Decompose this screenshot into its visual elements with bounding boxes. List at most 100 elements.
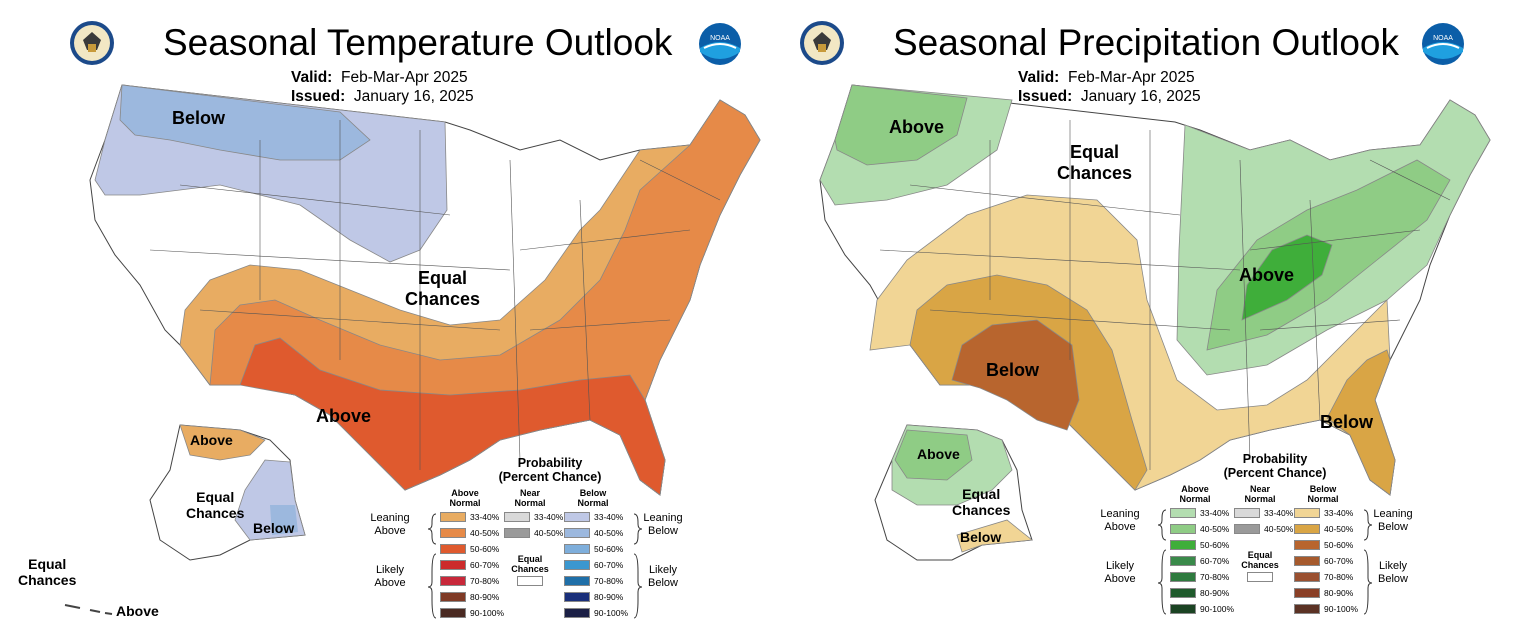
legend-col-line: Normal [1307,494,1339,504]
legend-below-swatch [564,592,590,602]
legend-above-swatch [1170,604,1196,614]
legend-above-label: 80-90% [1200,588,1230,598]
legend-col-line: Normal [449,498,481,508]
legend-col-line: Near [1249,484,1270,494]
legend-col-line: Below [1309,484,1337,494]
legend-heading-line: Probability [517,456,583,470]
legend-side-line: Below [648,525,678,537]
legend-side-line: Likely [1378,560,1408,572]
legend-near-swatch [1234,508,1260,518]
legend-side-line: Likely [648,564,678,576]
alaska-label-below: Below [253,520,295,536]
region-label-above-ohio: Above [1239,265,1295,285]
legend-heading-line: Probability [1242,452,1308,466]
legend-below-label: 80-90% [1324,588,1354,598]
above-ohio-50-zone [1241,234,1333,321]
legend-above-swatch [440,576,466,586]
legend-side-line: Equal [1247,550,1273,560]
legend-above-swatch [440,544,466,554]
below-50-zone [951,319,1080,431]
legend-col-near: Near Normal [505,488,555,508]
legend-below-label: 70-80% [1324,572,1354,582]
legend-below-label: 50-60% [594,544,624,554]
legend-side-line: Leaning [370,512,410,524]
legend-near-swatch [504,512,530,522]
legend-above-label: 90-100% [470,608,505,618]
legend-below-label: 40-50% [594,528,624,538]
legend-side-line: Leaning [643,512,683,524]
legend-above-label: 50-60% [470,544,500,554]
legend-col-near: Near Normal [1235,484,1285,504]
issued-label: Issued: [1018,88,1073,105]
legend-above-label: 50-60% [1200,540,1230,550]
legend-above-label: 40-50% [1200,524,1230,534]
legend-below-label: 40-50% [1324,524,1354,534]
issued-value: January 16, 2025 [1080,88,1201,105]
legend-col-line: Normal [577,498,609,508]
legend-below-label: 80-90% [594,592,624,602]
label-line: Chances [18,572,77,588]
validity-info: Valid: Feb-Mar-Apr 2025 Issued: January … [1018,68,1201,106]
legend-side-line: Likely [375,564,405,576]
temperature-map [64,84,761,615]
probability-legend: Probability (Percent Chance) Above Norma… [370,456,700,626]
label-line: Chances [405,289,481,309]
below-fl-zone [1326,349,1396,496]
legend-below-swatch [1294,588,1320,598]
alaska-below-zone [956,519,1034,553]
issued-label: Issued: [291,88,346,105]
alaska-label-above: Above [190,432,233,448]
page-title: Seasonal Precipitation Outlook [893,22,1399,63]
legend-heading: Probability (Percent Chance) [495,456,605,484]
legend-below-swatch [1294,540,1320,550]
legend-side-line: Below [648,577,678,589]
valid-label: Valid: [1018,69,1060,86]
legend-below-label: 33-40% [1324,508,1354,518]
legend-below-swatch [564,512,590,522]
legend-side-line: Leaning [1373,508,1413,520]
legend-heading-line: (Percent Chance) [1223,466,1327,480]
alaska-below-40-zone [270,505,298,535]
precipitation-map [819,84,1491,561]
legend-col-line: Normal [514,498,546,508]
alaska-label-below: Below [960,529,1002,545]
legend-above-swatch [440,592,466,602]
legend-above-label: 70-80% [470,576,500,586]
legend-side-line: Above [374,525,406,537]
legend-side-line: Above [1104,521,1136,533]
legend-above-swatch [1170,508,1196,518]
alaska-above-40-zone [894,429,973,481]
valid-value: Feb-Mar-Apr 2025 [340,69,468,86]
legend-col-line: Above [1181,484,1209,494]
legend-side-line: Chances [1241,560,1279,570]
legend-near-label: 40-50% [534,528,564,538]
legend-near-label: 33-40% [1264,508,1294,518]
region-label-equal-chances: Equal Chances [405,268,480,310]
temperature-outlook-panel: Seasonal Temperature Outlook NOAA Valid:… [18,21,761,626]
label-line: Equal [418,268,468,288]
legend-side-line: Below [1378,573,1408,585]
legend-above-label: 90-100% [1200,604,1235,614]
legend-col-below: Below Normal [1298,484,1348,504]
label-line: Chances [186,505,245,521]
legend-side-line: Chances [511,564,549,574]
hawaii-islands [64,604,113,615]
region-label-below-fl: Below [1320,412,1374,432]
legend-above-swatch [1170,540,1196,550]
noaa-logo-icon: NOAA [699,23,741,65]
legend-equal-chances: Equal Chances [1236,550,1284,570]
region-label-below-sw: Below [986,360,1040,380]
legend-below-label: 50-60% [1324,540,1354,550]
state-lines [879,120,1451,470]
hawaii-label-equal-chances: Equal Chances [18,556,76,588]
legend-above-swatch [440,528,466,538]
legend-col-above: Above Normal [1170,484,1220,504]
legend-above-label: 33-40% [1200,508,1230,518]
legend-above-swatch [1170,524,1196,534]
below-40-zone [119,84,371,161]
legend-below-swatch [564,576,590,586]
legend-near-label: 40-50% [1264,524,1294,534]
legend-side-line: Equal [517,554,543,564]
legend-below-label: 33-40% [594,512,624,522]
legend-below-label: 60-70% [1324,556,1354,566]
